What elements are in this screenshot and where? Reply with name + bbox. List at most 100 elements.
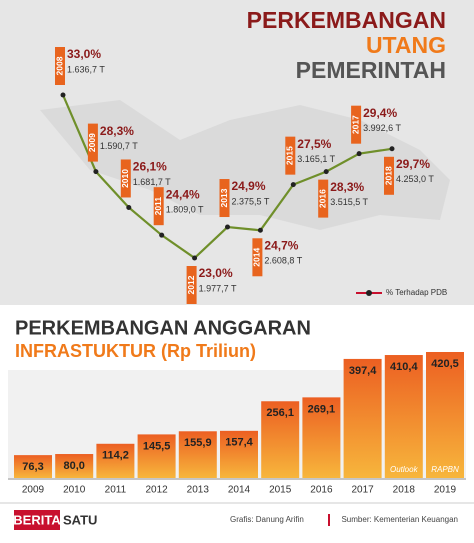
bar: [137, 434, 176, 478]
year-box: [219, 179, 230, 218]
value-label: 24,9%: [232, 179, 266, 193]
bar-note: RAPBN: [431, 465, 459, 474]
bar: [343, 358, 382, 478]
value-label: 76,3: [22, 461, 43, 473]
bar: [384, 355, 423, 478]
year-box: [87, 123, 98, 162]
year-box: [55, 47, 65, 85]
value-label: 24,7%: [264, 238, 298, 252]
credit: Grafis: Danung Arifin: [230, 515, 304, 524]
point: [290, 182, 296, 188]
year-box: [351, 105, 362, 144]
amount-label: 1.681,7 T: [133, 177, 171, 187]
year-box: [285, 136, 296, 175]
x-tick-label: 2018: [393, 485, 416, 496]
year-label: 2011: [153, 197, 163, 216]
legend-dot: [366, 290, 372, 296]
year-box: [186, 266, 197, 304]
point: [356, 151, 362, 157]
amount-label: 1.636,7 T: [67, 64, 105, 74]
year-label: 2014: [252, 248, 262, 267]
value-label: 420,5: [431, 358, 459, 370]
source: Sumber: Kementerian Keuangan: [341, 515, 458, 524]
chart-subtitle: INFRASTUKTUR (Rp Triliun): [15, 341, 256, 361]
legend-label: % Terhadap PDB: [386, 288, 447, 297]
amount-label: 3.165,1 T: [297, 154, 335, 164]
bar-note: Outlook: [390, 465, 419, 474]
x-tick-label: 2015: [269, 485, 292, 496]
value-label: 28,3%: [330, 180, 364, 194]
point: [323, 169, 329, 175]
bar: [178, 431, 217, 478]
chart-title: PERKEMBANGAN: [247, 7, 446, 33]
amount-label: 1.809,0 T: [166, 205, 204, 215]
value-label: 24,4%: [166, 187, 200, 201]
x-tick-label: 2010: [63, 485, 86, 496]
year-label: 2017: [350, 115, 360, 134]
x-tick-label: 2011: [105, 485, 127, 496]
year-label: 2013: [219, 188, 229, 207]
year-box: [252, 238, 263, 277]
year-box: [153, 187, 164, 226]
year-label: 2012: [186, 275, 196, 294]
point: [257, 227, 263, 233]
point: [192, 255, 198, 261]
value-label: 27,5%: [297, 137, 331, 151]
x-tick-label: 2009: [22, 485, 45, 496]
point: [93, 169, 99, 175]
value-label: 155,9: [184, 437, 212, 449]
bar: [14, 455, 52, 478]
chart-title: PEMERINTAH: [296, 57, 446, 83]
x-tick-label: 2014: [228, 485, 251, 496]
year-label: 2010: [120, 169, 130, 188]
value-label: 29,7%: [396, 157, 430, 171]
value-label: 269,1: [308, 403, 336, 415]
year-label: 2015: [285, 146, 295, 165]
year-label: 2016: [317, 189, 327, 208]
point: [389, 146, 395, 152]
value-label: 28,3%: [100, 124, 134, 138]
value-label: 29,4%: [363, 106, 397, 120]
amount-label: 4.253,0 T: [396, 174, 434, 184]
value-label: 157,4: [225, 437, 253, 449]
amount-label: 3.992,6 T: [363, 123, 401, 133]
value-label: 26,1%: [133, 160, 167, 174]
amount-label: 2.608,8 T: [264, 256, 302, 266]
amount-label: 1.590,7 T: [100, 141, 138, 151]
year-box: [318, 179, 329, 218]
logo-box: [14, 510, 60, 530]
value-label: 145,5: [143, 440, 171, 452]
point: [225, 224, 230, 230]
value-label: 80,0: [63, 460, 84, 472]
year-box: [120, 159, 131, 198]
amount-label: 3.515,5 T: [330, 197, 368, 207]
bar: [261, 401, 300, 478]
x-tick-label: 2019: [434, 485, 457, 496]
value-label: 23,0%: [199, 266, 233, 280]
bar: [55, 454, 94, 478]
value-label: 33,0%: [67, 47, 101, 61]
separator: [328, 514, 330, 526]
map-shape: [40, 100, 450, 230]
year-label: 2018: [383, 166, 393, 185]
amount-label: 2.375,5 T: [232, 196, 270, 206]
year-label: 2008: [54, 56, 64, 75]
bar: [302, 397, 341, 478]
amount-label: 1.977,7 T: [199, 283, 237, 293]
logo-text: SATU: [63, 512, 97, 527]
x-tick-label: 2012: [145, 485, 168, 496]
bar: [220, 430, 258, 478]
value-label: 256,1: [266, 407, 294, 419]
chart-title: UTANG: [366, 32, 446, 58]
x-tick-label: 2017: [351, 485, 374, 496]
bar: [96, 443, 135, 478]
value-label: 114,2: [102, 450, 129, 462]
year-label: 2009: [87, 133, 97, 152]
logo-text: BERITA: [13, 512, 61, 527]
point: [60, 92, 66, 98]
point: [126, 204, 132, 210]
value-label: 397,4: [349, 365, 377, 377]
